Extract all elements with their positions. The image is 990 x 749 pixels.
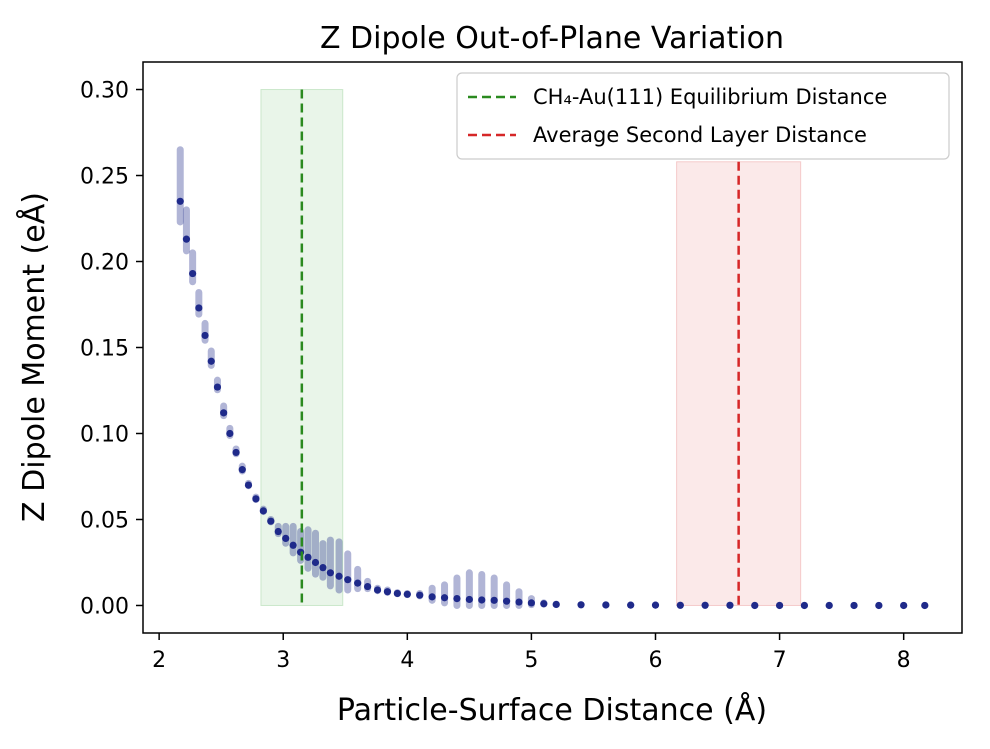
data-point-45 xyxy=(627,601,635,609)
data-point-48 xyxy=(701,601,709,609)
data-point-34 xyxy=(453,595,461,603)
x-axis: 2 3 4 5 6 7 8 xyxy=(152,633,911,673)
data-point-29 xyxy=(393,589,401,598)
data-point-54 xyxy=(850,601,858,610)
reference-band-1 xyxy=(676,161,802,606)
data-point-38 xyxy=(502,597,511,605)
data-point-53 xyxy=(825,601,833,610)
y-tick-label-1: 0.05 xyxy=(80,508,129,533)
data-point-9 xyxy=(232,448,240,457)
data-point-40 xyxy=(527,599,536,607)
data-point-11 xyxy=(244,481,253,489)
data-point-47 xyxy=(676,601,684,609)
y-tick-label-0: 0.00 xyxy=(80,594,129,619)
data-point-50 xyxy=(751,601,759,610)
legend: CH₄-Au(111) Equilibrium Distance Average… xyxy=(456,72,950,160)
data-point-51 xyxy=(775,601,784,610)
data-point-17 xyxy=(289,541,297,549)
data-point-30 xyxy=(403,590,411,598)
x-tick-label-6: 8 xyxy=(897,648,911,673)
x-tick-label-3: 5 xyxy=(524,648,538,673)
data-point-7 xyxy=(220,409,228,417)
data-point-8 xyxy=(226,429,234,438)
data-point-27 xyxy=(373,586,382,594)
data-point-28 xyxy=(383,588,392,596)
data-point-26 xyxy=(364,582,372,591)
data-point-39 xyxy=(515,598,523,606)
data-point-13 xyxy=(259,507,267,515)
x-tick-label-5: 7 xyxy=(773,648,787,673)
x-tick-label-2: 4 xyxy=(400,648,414,673)
data-point-0 xyxy=(176,197,184,205)
data-point-42 xyxy=(552,600,560,609)
legend-label-equilibrium: CH₄-Au(111) Equilibrium Distance xyxy=(533,85,887,109)
data-point-41 xyxy=(540,600,548,608)
y-tick-label-3: 0.15 xyxy=(80,337,129,362)
y-tick-label-5: 0.25 xyxy=(80,165,129,190)
data-point-6 xyxy=(213,383,222,391)
data-point-5 xyxy=(207,357,215,365)
data-point-44 xyxy=(602,601,610,609)
y-tick-label-2: 0.10 xyxy=(80,422,129,447)
data-point-32 xyxy=(428,593,436,601)
data-point-49 xyxy=(726,601,734,609)
data-point-19 xyxy=(304,553,312,561)
data-point-15 xyxy=(274,527,282,536)
data-point-14 xyxy=(267,517,275,525)
chart-title: Z Dipole Out-of-Plane Variation xyxy=(320,21,784,56)
x-tick-label-0: 2 xyxy=(152,648,166,673)
data-point-36 xyxy=(478,596,486,604)
y-tick-label-6: 0.30 xyxy=(80,79,129,104)
data-point-10 xyxy=(238,466,246,474)
data-points xyxy=(176,146,929,610)
data-point-57 xyxy=(921,601,929,610)
data-point-35 xyxy=(465,595,473,604)
y-axis: 0.00 0.05 0.10 0.15 0.20 0.25 0.30 xyxy=(80,79,143,619)
data-point-2 xyxy=(189,269,197,278)
x-tick-label-1: 3 xyxy=(276,648,290,673)
y-axis-label: Z Dipole Moment (eÅ) xyxy=(16,192,52,522)
data-point-31 xyxy=(416,591,424,599)
data-point-43 xyxy=(577,601,585,609)
data-point-33 xyxy=(440,594,449,602)
data-point-1 xyxy=(182,235,191,243)
data-point-46 xyxy=(651,601,660,609)
data-point-37 xyxy=(490,596,498,604)
data-point-23 xyxy=(335,572,343,580)
data-point-20 xyxy=(311,558,320,567)
x-tick-label-4: 6 xyxy=(648,648,662,673)
data-point-25 xyxy=(354,579,362,587)
data-point-22 xyxy=(326,569,334,577)
data-point-52 xyxy=(800,601,809,610)
data-point-3 xyxy=(195,304,203,312)
data-point-24 xyxy=(344,576,352,584)
data-point-55 xyxy=(875,601,883,610)
legend-frame xyxy=(456,72,950,160)
y-tick-label-4: 0.20 xyxy=(80,251,129,276)
data-point-12 xyxy=(252,495,260,503)
plot-area xyxy=(176,89,929,610)
data-point-16 xyxy=(282,534,290,543)
legend-label-second-layer: Average Second Layer Distance xyxy=(533,123,867,147)
data-point-21 xyxy=(319,564,327,572)
data-point-56 xyxy=(900,601,908,610)
data-point-4 xyxy=(201,331,209,340)
x-axis-label: Particle-Surface Distance (Å) xyxy=(337,692,767,728)
reference-lines xyxy=(300,89,740,606)
